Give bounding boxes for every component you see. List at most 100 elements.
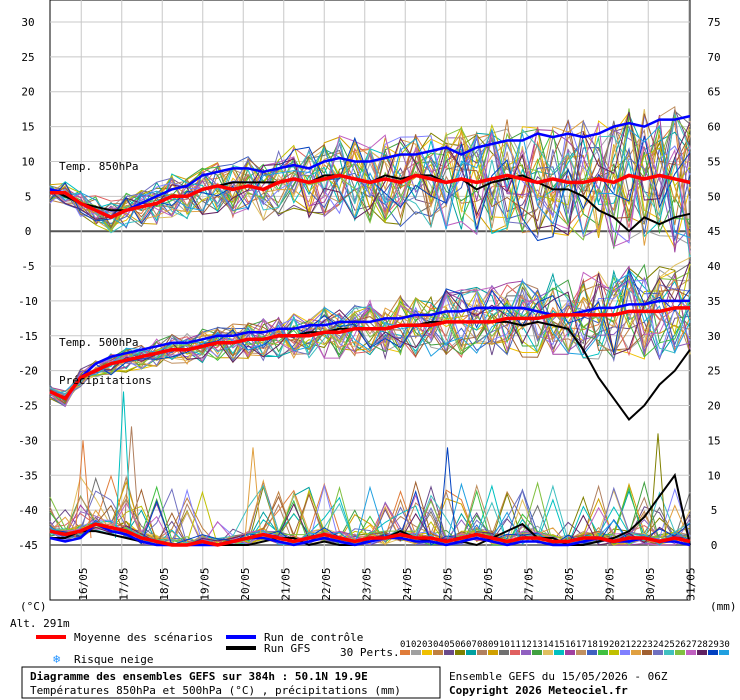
pert-number: 05 — [444, 640, 455, 650]
precip-peak-line — [115, 391, 132, 539]
right-tick-label: 20 — [707, 400, 720, 413]
pert-number: 01 — [400, 640, 411, 650]
pert-number: 02 — [411, 640, 422, 650]
pert-number: 23 — [642, 640, 653, 650]
x-tick-label: 18/05 — [158, 567, 171, 600]
t850-control-line — [49, 114, 691, 219]
legend-mean-label: Moyenne des scénarios — [74, 631, 213, 644]
left-tick-label: 25 — [21, 51, 34, 64]
precip-peak-line — [123, 426, 140, 539]
x-tick-label: 22/05 — [320, 567, 333, 600]
x-tick-label: 19/05 — [199, 567, 212, 600]
legend-snow-label: Risque neige — [74, 653, 153, 666]
x-tick-label: 23/05 — [361, 567, 374, 600]
chart-subtitle: Températures 850hPa et 500hPa (°C) , pré… — [30, 684, 401, 697]
pert-swatch — [466, 650, 476, 655]
right-tick-label: 10 — [707, 469, 720, 482]
x-tick-label: 27/05 — [523, 567, 536, 600]
t850-panel-label: Temp. 850hPa — [59, 160, 138, 173]
x-axis-ticks: 16/05 17/05 18/05 19/05 20/05 21/05 22/05 23/05… — [77, 567, 698, 600]
precip-peak-line — [439, 447, 456, 539]
pert-number: 14 — [543, 640, 554, 650]
left-tick-label: -45 — [18, 539, 38, 552]
pert-number: 15 — [554, 640, 565, 650]
left-tick-label: -35 — [18, 469, 38, 482]
pert-swatch — [587, 650, 597, 655]
right-tick-label: 5 — [711, 504, 718, 517]
pert-swatch — [664, 650, 674, 655]
right-tick-label: 55 — [707, 155, 720, 168]
pert-number: 11 — [510, 640, 521, 650]
t850-member-line — [49, 122, 691, 253]
left-tick-label: -15 — [18, 330, 38, 343]
pert-number: 12 — [521, 640, 532, 650]
t500-member-line — [49, 263, 691, 403]
left-tick-label: -10 — [18, 295, 38, 308]
t500-member-line — [49, 278, 691, 396]
x-tick-label: 20/05 — [239, 567, 252, 600]
x-tick-label: 26/05 — [482, 567, 495, 600]
pert-swatch — [697, 650, 707, 655]
right-tick-label: 45 — [707, 225, 720, 238]
pert-number: 19 — [598, 640, 609, 650]
pert-number: 29 — [708, 640, 719, 650]
left-tick-label: 10 — [21, 155, 34, 168]
pert-number: 06 — [455, 640, 466, 650]
right-tick-label: 60 — [707, 121, 720, 134]
perturbation-legend: 01 02 03 04 05 06 07 08 09 10 11 12 13 14 15 16 17 18 19 20… — [400, 640, 730, 655]
right-tick-label: 15 — [707, 434, 720, 447]
right-tick-label: 35 — [707, 295, 720, 308]
pert-swatch — [609, 650, 619, 655]
t500-control-line — [49, 299, 690, 401]
left-tick-label: 0 — [25, 225, 32, 238]
pert-number: 10 — [499, 640, 510, 650]
right-tick-label: 25 — [707, 365, 720, 378]
t500-member-line — [49, 279, 691, 404]
precip-peak-line — [244, 447, 262, 539]
altitude-label: Alt. 291m — [10, 617, 70, 630]
pert-number: 20 — [609, 640, 620, 650]
pert-number: 26 — [675, 640, 686, 650]
pert-number: 30 — [719, 640, 730, 650]
x-tick-label: 29/05 — [604, 567, 617, 600]
pert-number: 13 — [532, 640, 543, 650]
snowflake-icon: ❄ — [53, 652, 60, 666]
pert-swatch — [532, 650, 542, 655]
precip-mean-line — [49, 522, 691, 547]
legend: Moyenne des scénarios Run de contrôle Ru… — [36, 631, 730, 666]
left-tick-label: 15 — [21, 121, 34, 134]
t850-member-line — [49, 117, 691, 239]
right-tick-label: 75 — [707, 16, 720, 29]
t850-member-line — [49, 115, 691, 244]
pert-swatch — [521, 650, 531, 655]
legend-gfs-label: Run GFS — [264, 642, 310, 655]
right-tick-label: 30 — [707, 330, 720, 343]
run-info: Ensemble GEFS du 15/05/2026 - 06Z — [449, 670, 668, 683]
pert-swatch — [653, 650, 663, 655]
pert-swatch — [719, 650, 729, 655]
left-tick-label: 5 — [25, 190, 32, 203]
pert-swatch — [620, 650, 630, 655]
pert-number: 28 — [697, 640, 708, 650]
legend-perts-label: 30 Perts. — [340, 646, 400, 659]
t850-member-line — [49, 111, 691, 236]
t500-panel-label: Temp. 500hPa — [59, 336, 138, 349]
precip-panel-label: Précipitations — [59, 374, 152, 387]
x-tick-label: 17/05 — [118, 567, 131, 600]
t850-member-line — [49, 112, 691, 235]
left-axis-unit: (°C) — [20, 600, 47, 613]
x-tick-label: 28/05 — [563, 567, 576, 600]
pert-number: 16 — [565, 640, 576, 650]
x-tick-label: 30/05 — [644, 567, 657, 600]
left-tick-label: -40 — [18, 504, 38, 517]
t500-member-line — [49, 271, 691, 407]
pert-swatch — [455, 650, 465, 655]
t850-member-line — [49, 114, 691, 253]
right-tick-label: 65 — [707, 86, 720, 99]
pert-swatch — [631, 650, 641, 655]
x-tick-label: 25/05 — [442, 567, 455, 600]
pert-number: 09 — [488, 640, 499, 650]
legend-control-label: Run de contrôle — [264, 631, 363, 644]
